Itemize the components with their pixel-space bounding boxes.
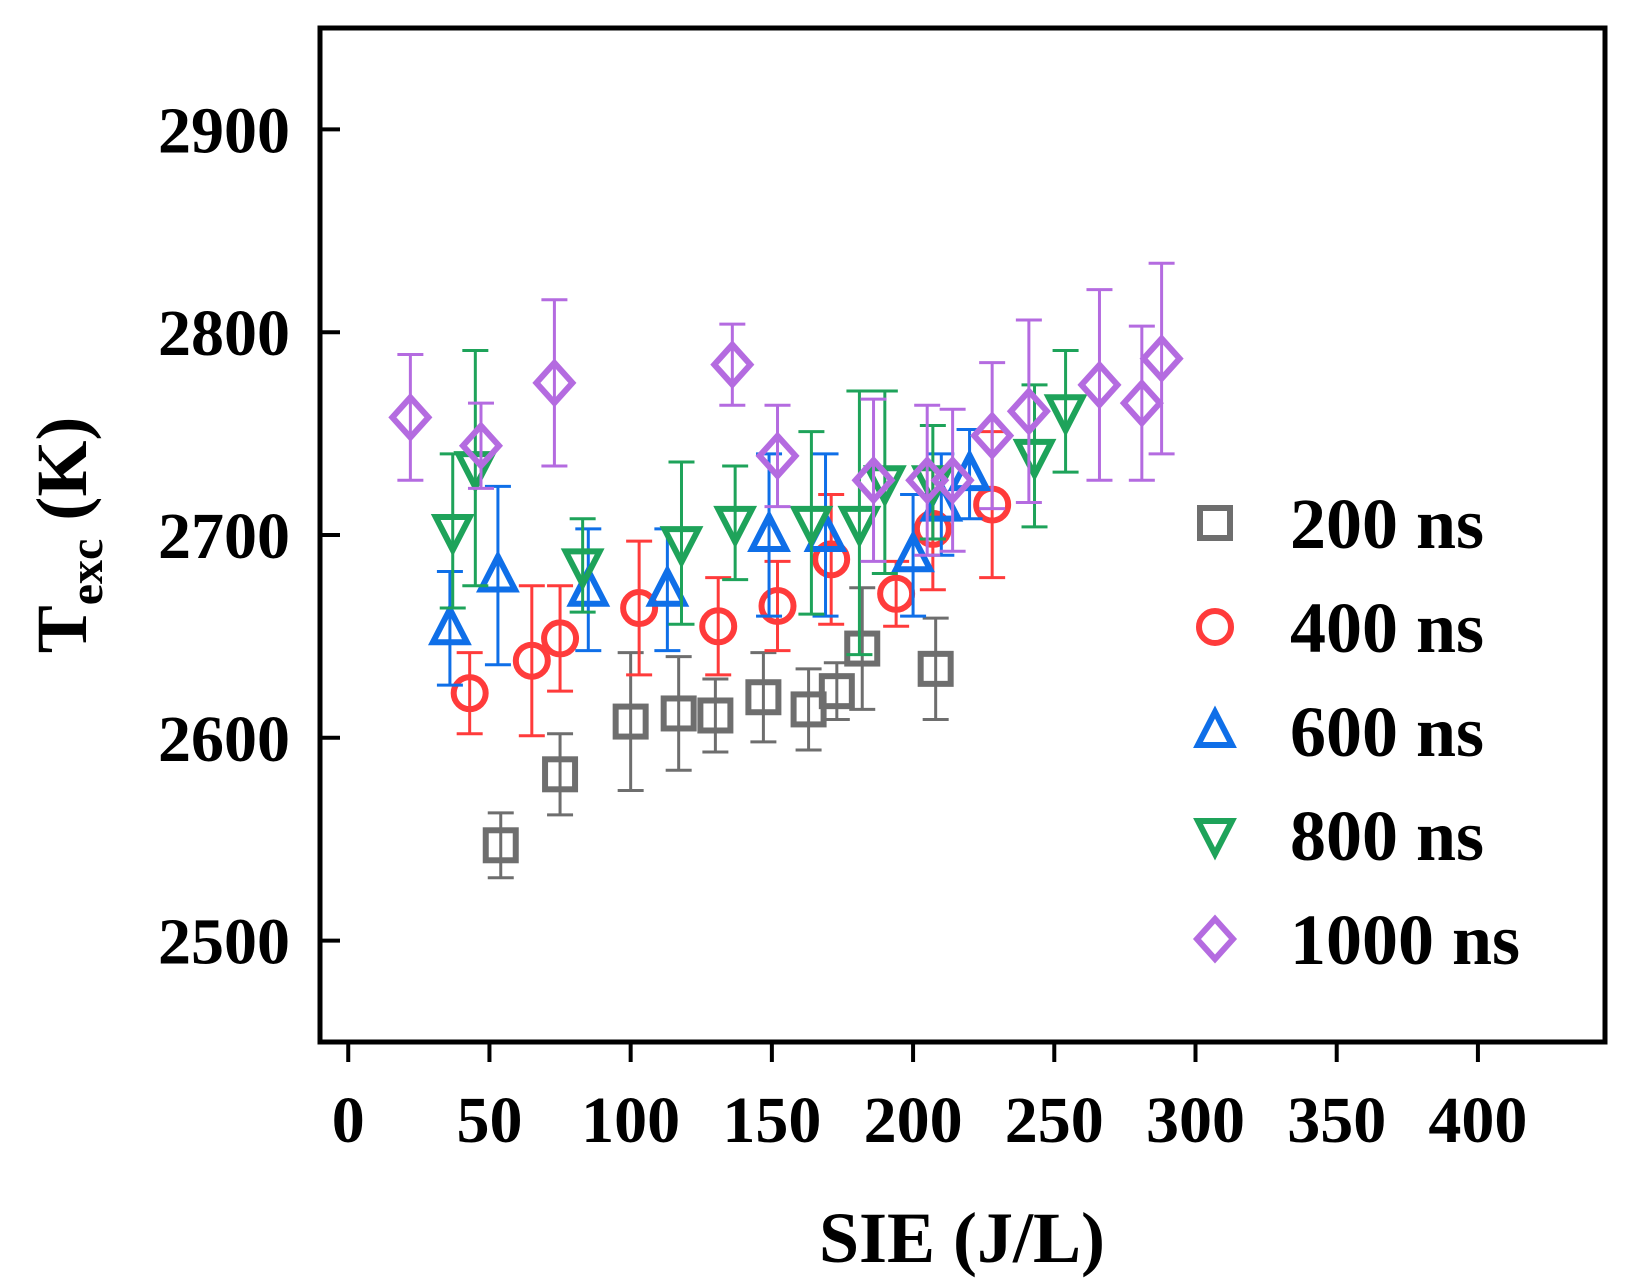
x-tick-label: 400 [1428, 1084, 1527, 1157]
data-point [645, 564, 690, 607]
y-axis-title-subscript: exc [60, 539, 113, 606]
data-point [837, 505, 882, 549]
x-tick-label: 350 [1287, 1084, 1386, 1157]
data-point [862, 465, 907, 508]
data-point [1043, 394, 1088, 437]
legend-marker [1197, 505, 1233, 541]
x-tick-label: 150 [722, 1084, 821, 1157]
legend-label: 1000 ns [1290, 900, 1520, 980]
data-point [542, 756, 579, 793]
data-point [612, 703, 649, 740]
data-point [450, 674, 489, 713]
series-200-ns [482, 586, 954, 880]
data-point [758, 586, 797, 625]
data-point [930, 455, 975, 505]
data-point [1139, 334, 1184, 384]
data-point [1006, 386, 1051, 436]
y-axis-title-unit: (K) [22, 417, 102, 539]
y-axis-title: Texc (K) [22, 417, 113, 654]
data-point [790, 691, 827, 728]
y-tick-label: 2600 [158, 703, 290, 776]
data-point [970, 411, 1015, 461]
data-point [659, 526, 704, 569]
data-point [755, 431, 800, 481]
y-tick-label: 2500 [158, 906, 290, 979]
data-point [818, 673, 855, 710]
data-point [560, 548, 605, 591]
data-point [710, 340, 755, 390]
series-800-ns [430, 348, 1088, 657]
x-tick-label: 200 [864, 1084, 963, 1157]
series-1000-ns [388, 261, 1184, 563]
data-point [458, 421, 504, 471]
data-point [541, 619, 580, 658]
data-point [851, 455, 896, 505]
x-tick-label: 50 [456, 1084, 522, 1157]
data-point [476, 550, 520, 593]
data-point [388, 392, 433, 442]
y-axis-title-main: T [22, 605, 102, 653]
data-point [512, 641, 551, 680]
x-tick-label: 100 [581, 1084, 680, 1157]
data-point [917, 650, 954, 687]
legend-label: 800 ns [1290, 796, 1484, 876]
y-tick-label: 2900 [158, 94, 290, 167]
data-point [745, 679, 782, 716]
legend-marker [1196, 608, 1234, 646]
data-point [430, 513, 475, 557]
data-point [789, 505, 834, 549]
data-point [532, 358, 577, 408]
x-tick-label: 250 [1005, 1084, 1104, 1157]
data-point [747, 509, 791, 552]
legend-label: 600 ns [1290, 692, 1484, 772]
data-point [812, 540, 851, 579]
x-tick-label: 300 [1146, 1084, 1245, 1157]
x-axis-title: SIE (J/L) [819, 1198, 1105, 1278]
legend-label: 200 ns [1290, 484, 1484, 564]
x-tick-label: 0 [332, 1084, 365, 1157]
data-point [844, 630, 881, 667]
data-point [697, 697, 734, 734]
data-point [1119, 378, 1164, 428]
data-point [1077, 360, 1122, 410]
legend-marker [1192, 914, 1238, 964]
data-point [660, 695, 697, 732]
y-tick-label: 2700 [158, 500, 290, 573]
data-point [620, 589, 659, 628]
data-point [453, 451, 498, 494]
data-point [427, 602, 472, 646]
legend-label: 400 ns [1290, 588, 1484, 668]
legend-marker [1193, 818, 1237, 861]
data-point [713, 505, 758, 549]
data-point [699, 607, 738, 646]
series-400-ns [450, 430, 1012, 738]
data-point [891, 529, 935, 573]
legend-marker [1193, 705, 1237, 748]
data-point [566, 564, 611, 607]
data-point [1012, 438, 1057, 482]
data-point [482, 827, 519, 864]
y-tick-label: 2800 [158, 297, 290, 370]
